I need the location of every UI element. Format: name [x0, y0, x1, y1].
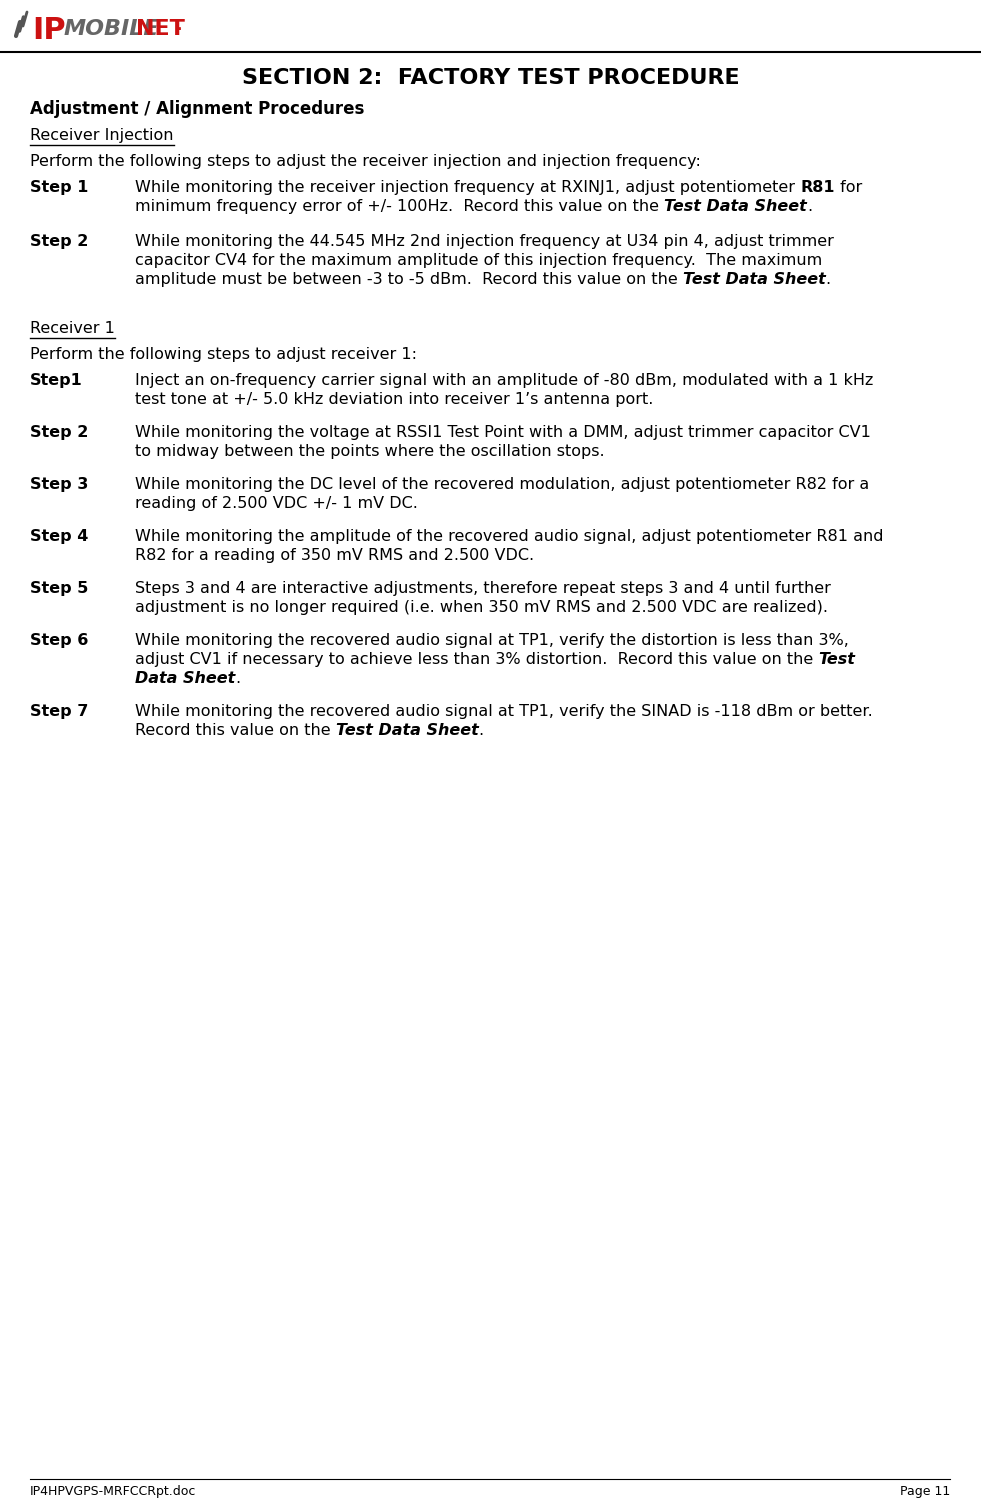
Text: MOBILE: MOBILE [64, 20, 160, 39]
Text: test tone at +/- 5.0 kHz deviation into receiver 1’s antenna port.: test tone at +/- 5.0 kHz deviation into … [135, 392, 653, 407]
Text: .: . [807, 200, 812, 215]
Text: While monitoring the amplitude of the recovered audio signal, adjust potentiomet: While monitoring the amplitude of the re… [135, 528, 884, 543]
Text: R81: R81 [800, 180, 835, 195]
Text: Step 7: Step 7 [30, 704, 88, 719]
Text: Test Data Sheet: Test Data Sheet [336, 723, 479, 738]
Text: Steps 3 and 4 are interactive adjustments, therefore repeat steps 3 and 4 until : Steps 3 and 4 are interactive adjustment… [135, 581, 831, 596]
Text: While monitoring the DC level of the recovered modulation, adjust potentiometer : While monitoring the DC level of the rec… [135, 477, 869, 492]
Text: Receiver 1: Receiver 1 [30, 321, 115, 336]
Text: While monitoring the voltage at RSSI1 Test Point with a DMM, adjust trimmer capa: While monitoring the voltage at RSSI1 Te… [135, 425, 871, 440]
Text: capacitor CV4 for the maximum amplitude of this injection frequency.  The maximu: capacitor CV4 for the maximum amplitude … [135, 254, 822, 269]
Text: Adjustment / Alignment Procedures: Adjustment / Alignment Procedures [30, 101, 364, 119]
Text: While monitoring the receiver injection frequency at RXINJ1, adjust potentiomete: While monitoring the receiver injection … [135, 180, 800, 195]
Text: Step 3: Step 3 [30, 477, 88, 492]
Text: Step1: Step1 [30, 374, 82, 387]
Text: While monitoring the 44.545 MHz 2nd injection frequency at U34 pin 4, adjust tri: While monitoring the 44.545 MHz 2nd inje… [135, 234, 834, 249]
Text: for: for [835, 180, 862, 195]
Text: Perform the following steps to adjust receiver 1:: Perform the following steps to adjust re… [30, 347, 417, 362]
Text: Test: Test [818, 651, 855, 666]
Text: reading of 2.500 VDC +/- 1 mV DC.: reading of 2.500 VDC +/- 1 mV DC. [135, 495, 418, 510]
Text: SECTION 2:  FACTORY TEST PROCEDURE: SECTION 2: FACTORY TEST PROCEDURE [241, 68, 740, 89]
Text: .: . [479, 723, 484, 738]
Text: Step 5: Step 5 [30, 581, 88, 596]
Text: R82 for a reading of 350 mV RMS and 2.500 VDC.: R82 for a reading of 350 mV RMS and 2.50… [135, 548, 534, 563]
Text: Perform the following steps to adjust the receiver injection and injection frequ: Perform the following steps to adjust th… [30, 155, 700, 170]
Text: While monitoring the recovered audio signal at TP1, verify the SINAD is -118 dBm: While monitoring the recovered audio sig… [135, 704, 873, 719]
Text: Page 11: Page 11 [900, 1484, 950, 1498]
Text: IP4HPVGPS-MRFCCRpt.doc: IP4HPVGPS-MRFCCRpt.doc [30, 1484, 196, 1498]
Text: Step 2: Step 2 [30, 234, 88, 249]
Text: to midway between the points where the oscillation stops.: to midway between the points where the o… [135, 444, 604, 459]
Text: Inject an on-frequency carrier signal with an amplitude of -80 dBm, modulated wi: Inject an on-frequency carrier signal wi… [135, 374, 873, 387]
Text: NET: NET [136, 20, 184, 39]
Text: adjustment is no longer required (i.e. when 350 mV RMS and 2.500 VDC are realize: adjustment is no longer required (i.e. w… [135, 600, 828, 615]
Text: minimum frequency error of +/- 100Hz.  Record this value on the: minimum frequency error of +/- 100Hz. Re… [135, 200, 664, 215]
Text: Step 2: Step 2 [30, 425, 88, 440]
Text: Step 4: Step 4 [30, 528, 88, 543]
Text: While monitoring the recovered audio signal at TP1, verify the distortion is les: While monitoring the recovered audio sig… [135, 633, 849, 648]
Text: Record this value on the: Record this value on the [135, 723, 336, 738]
Text: Data Sheet: Data Sheet [135, 671, 235, 686]
Text: .: . [235, 671, 240, 686]
Text: adjust CV1 if necessary to achieve less than 3% distortion.  Record this value o: adjust CV1 if necessary to achieve less … [135, 651, 818, 666]
Text: amplitude must be between -3 to -5 dBm.  Record this value on the: amplitude must be between -3 to -5 dBm. … [135, 272, 683, 287]
Text: Test Data Sheet: Test Data Sheet [683, 272, 826, 287]
Text: .: . [177, 20, 182, 33]
Text: .: . [826, 272, 831, 287]
Text: Test Data Sheet: Test Data Sheet [664, 200, 807, 215]
Text: IP: IP [32, 17, 66, 45]
Text: Step 6: Step 6 [30, 633, 88, 648]
Text: Step 1: Step 1 [30, 180, 88, 195]
Text: Receiver Injection: Receiver Injection [30, 128, 174, 143]
